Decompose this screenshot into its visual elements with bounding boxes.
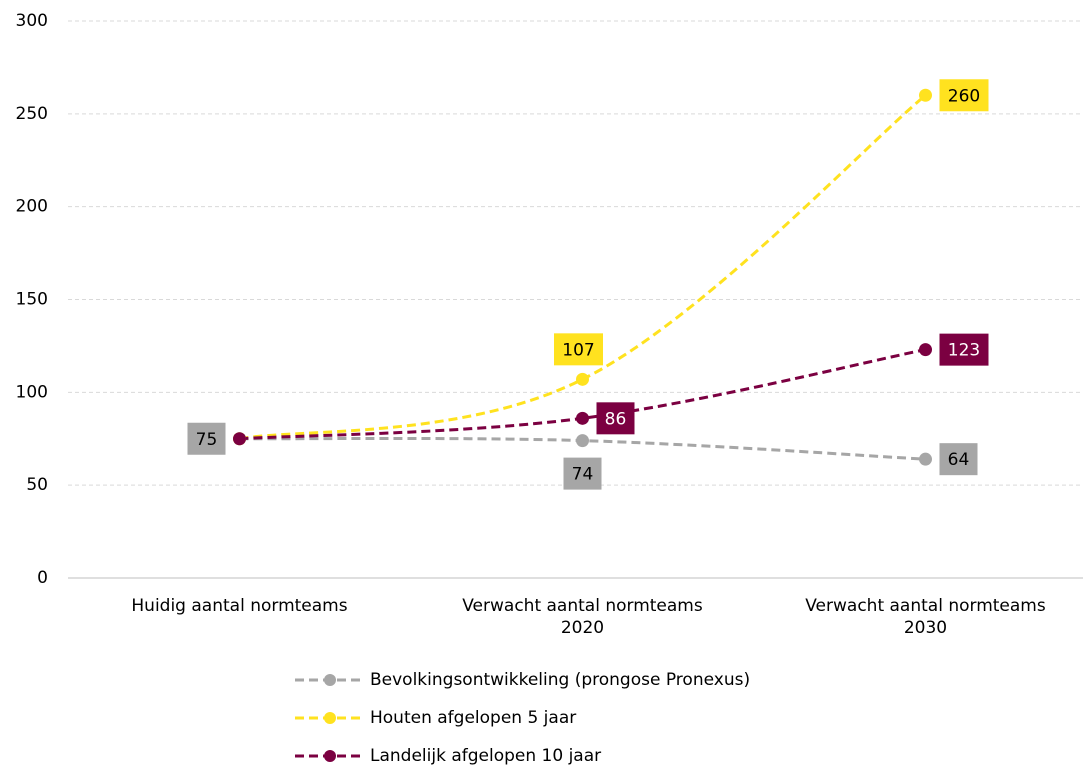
legend-marker <box>324 712 336 724</box>
x-tick-label: Verwacht aantal normteams 2030 <box>805 596 1046 638</box>
data-label: 86 <box>605 409 627 429</box>
data-label-box <box>596 402 635 435</box>
data-label-box <box>554 333 603 366</box>
data-label: 260 <box>948 86 980 106</box>
series-line <box>239 94 927 441</box>
legend-label: Bevolkingsontwikkeling (prongose Pronexu… <box>370 670 750 690</box>
data-label-box <box>939 79 989 112</box>
data-point <box>919 88 932 102</box>
data-label: 123 <box>948 341 980 361</box>
legend-marker <box>324 674 336 686</box>
data-label: 74 <box>572 465 594 485</box>
y-tick-label: 250 <box>16 104 48 124</box>
y-tick-label: 100 <box>16 382 48 402</box>
data-label-box <box>939 443 978 476</box>
data-point <box>919 452 932 466</box>
legend-label: Landelijk afgelopen 10 jaar <box>370 746 601 766</box>
legend-marker <box>324 750 336 762</box>
data-point <box>576 372 589 386</box>
data-point <box>919 343 932 357</box>
data-label-box <box>939 333 989 366</box>
x-tick-label: Verwacht aantal normteams 2020 <box>462 596 703 638</box>
legend-label: Houten afgelopen 5 jaar <box>370 708 576 728</box>
data-label-box <box>563 457 602 490</box>
data-label: 107 <box>562 340 594 360</box>
y-tick-label: 0 <box>37 568 48 588</box>
y-tick-label: 50 <box>26 475 48 495</box>
y-tick-label: 300 <box>16 11 48 31</box>
y-tick-label: 150 <box>16 290 48 310</box>
data-point <box>576 411 589 425</box>
x-tick-label: Huidig aantal normteams <box>131 596 347 616</box>
data-point <box>233 432 246 446</box>
data-point <box>576 434 589 448</box>
y-tick-label: 200 <box>16 197 48 217</box>
data-label: 64 <box>948 450 970 470</box>
data-label-box <box>187 422 226 455</box>
data-label: 75 <box>196 430 218 450</box>
